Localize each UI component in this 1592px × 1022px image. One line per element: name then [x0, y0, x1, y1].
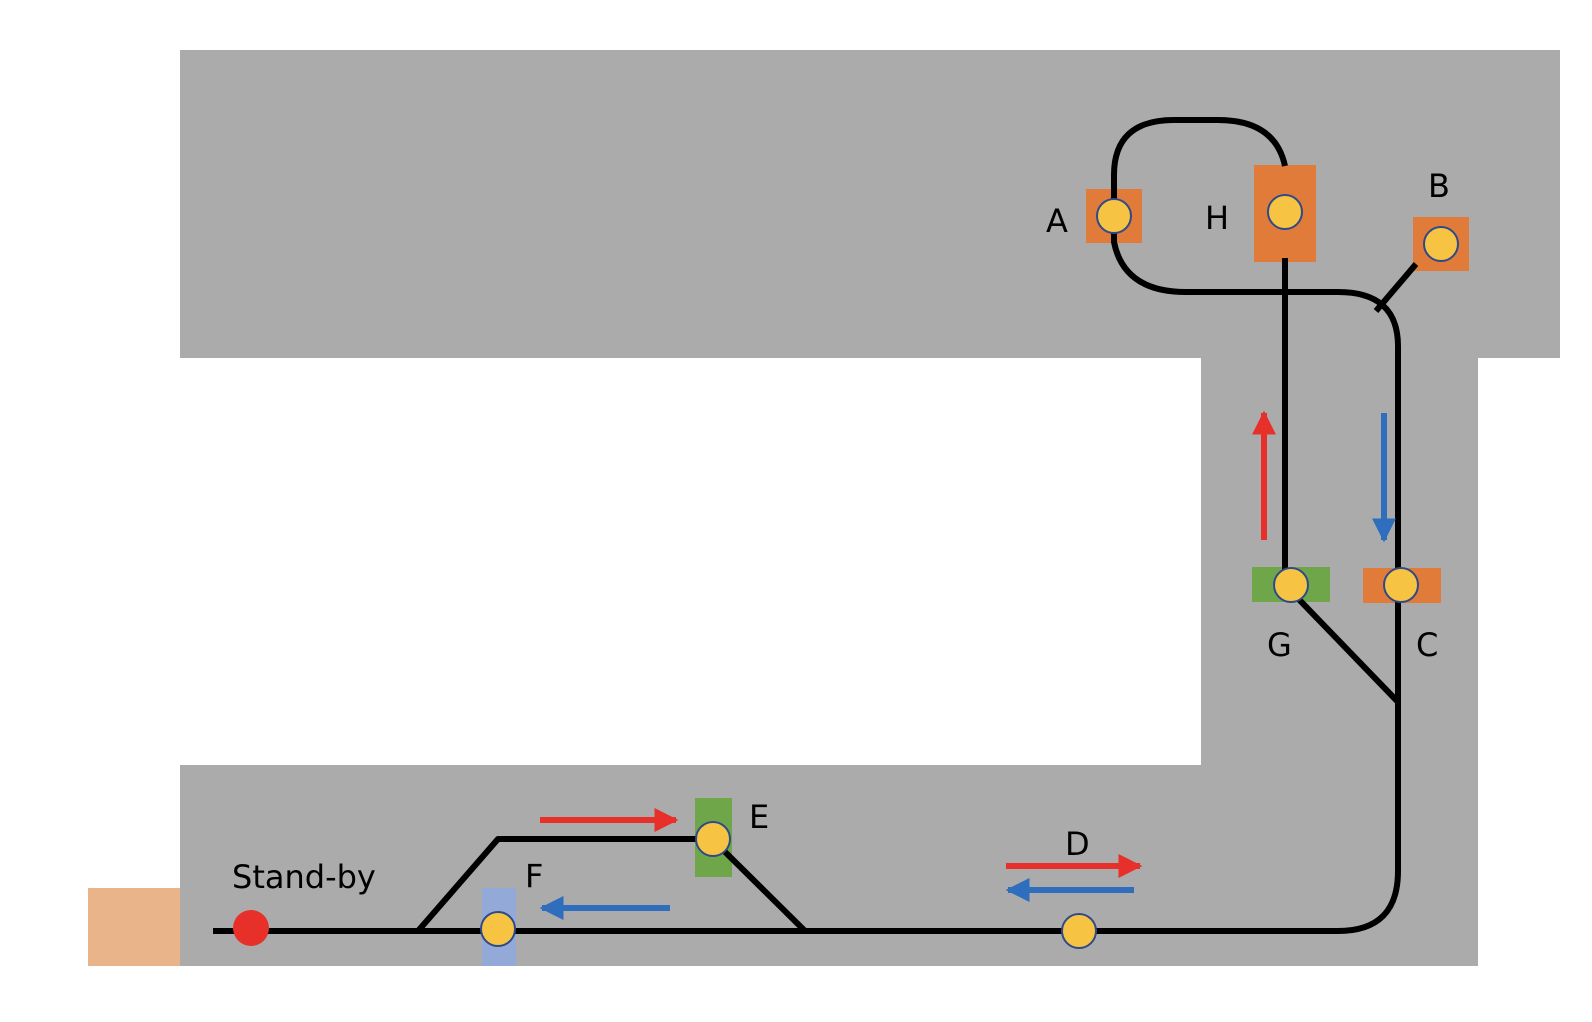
standby-dot [233, 910, 269, 946]
label-a: A [1046, 202, 1068, 240]
stop-b [1423, 226, 1459, 262]
label-h: H [1205, 199, 1229, 237]
label-f: F [525, 857, 543, 895]
entry-zone [88, 888, 180, 966]
tracks [213, 117, 1419, 934]
label-d: D [1065, 825, 1090, 863]
label-e: E [749, 798, 769, 836]
upper-loop [1111, 117, 1288, 295]
g-diagonal [1282, 582, 1401, 705]
main-line [213, 289, 1401, 934]
stop-h [1267, 194, 1303, 230]
siding [415, 836, 808, 934]
stop-g [1273, 567, 1309, 603]
label-c: C [1416, 626, 1438, 664]
stop-d [1061, 913, 1097, 949]
stop-e [695, 821, 731, 857]
label-g: G [1267, 626, 1292, 664]
label-b: B [1428, 167, 1450, 205]
stop-c [1383, 567, 1419, 603]
b-spur [1373, 262, 1419, 313]
label-standby: Stand-by [232, 858, 376, 896]
stop-a [1096, 198, 1132, 234]
stop-f [480, 911, 516, 947]
floor-area [180, 50, 1560, 966]
